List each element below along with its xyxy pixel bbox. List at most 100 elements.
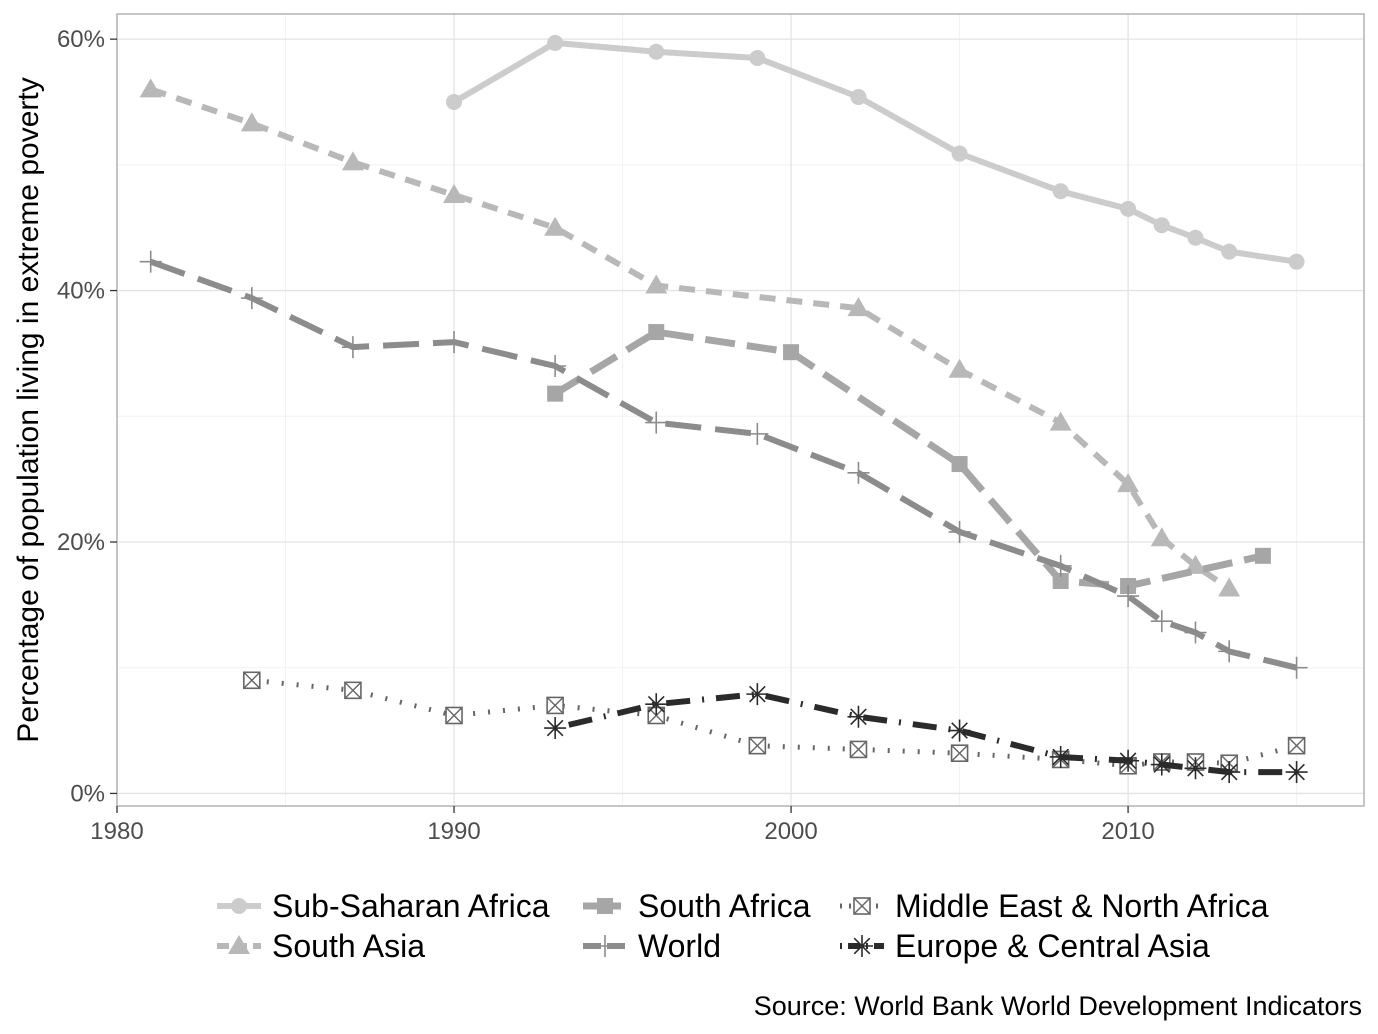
axes: 1980 1990 2000 2010 0% 20% 40% 60%: [57, 26, 1155, 845]
x-tick-label: 2010: [1101, 818, 1154, 845]
legend-key-marker: [231, 898, 247, 914]
data-point: [1221, 243, 1238, 260]
data-point: [951, 456, 968, 473]
data-point: [1187, 229, 1204, 246]
data-point: [240, 112, 263, 132]
legend-item: Sub-Saharan Africa: [217, 888, 550, 924]
data-point: [547, 34, 564, 51]
data-point: [1117, 585, 1140, 608]
data-point: [1285, 761, 1308, 784]
data-point: [645, 693, 668, 716]
data-point: [748, 736, 767, 755]
data-point: [847, 461, 870, 484]
data-point: [139, 250, 162, 273]
data-point: [341, 336, 364, 359]
data-point: [1150, 610, 1173, 633]
data-point: [243, 671, 261, 690]
data-point: [645, 411, 668, 434]
data-point: [648, 324, 665, 341]
data-point: [1049, 745, 1072, 768]
y-tick-label: 0%: [70, 780, 105, 807]
data-point: [547, 385, 564, 402]
legend-key-marker: [594, 935, 616, 957]
y-tick-label: 20%: [57, 529, 105, 556]
legend-key-marker: [853, 897, 871, 915]
data-point: [847, 705, 870, 728]
legend-label: Middle East & North Africa: [895, 888, 1269, 924]
data-point: [1285, 656, 1308, 679]
data-point: [951, 145, 968, 162]
legend-item: World: [583, 928, 721, 964]
panel-background: [117, 14, 1364, 806]
legend-item: South Asia: [217, 928, 425, 964]
y-tick-label: 40%: [57, 278, 105, 305]
data-point: [1153, 217, 1170, 234]
data-point: [443, 331, 466, 354]
data-point: [544, 717, 567, 740]
data-point: [850, 88, 867, 105]
data-point: [1218, 577, 1241, 597]
data-point: [1150, 527, 1173, 547]
data-point: [783, 344, 800, 361]
x-tick-label: 2000: [764, 818, 817, 845]
data-point: [139, 78, 162, 98]
series-south-asia: [139, 78, 1241, 597]
series-layer: [139, 34, 1308, 784]
legend-key-marker: [228, 935, 250, 954]
data-point: [1117, 473, 1140, 493]
data-point: [1254, 547, 1271, 564]
data-point: [1218, 761, 1241, 784]
legend-label: South Africa: [638, 888, 811, 924]
data-point: [446, 94, 463, 110]
x-tick-label: 1980: [90, 818, 143, 845]
legend-item: Middle East & North Africa: [840, 888, 1269, 924]
data-point: [849, 740, 868, 759]
data-point: [746, 683, 769, 706]
data-point: [240, 287, 263, 310]
data-point: [749, 50, 766, 66]
legend-label: South Asia: [272, 928, 425, 964]
data-point: [1287, 736, 1306, 755]
data-point: [645, 274, 668, 294]
data-point: [746, 422, 769, 445]
data-point: [341, 151, 364, 171]
series-europe-central-asia: [544, 683, 1308, 784]
source-caption: Source: World Bank World Development Ind…: [754, 991, 1362, 1021]
legend-item: Europe & Central Asia: [840, 928, 1210, 964]
data-point: [1218, 640, 1241, 663]
legend-key-marker: [851, 935, 873, 957]
series-sub-saharan-africa: [446, 34, 1305, 270]
legend: Sub-Saharan Africa South Asia South Africa…: [217, 888, 1269, 964]
data-point: [1052, 572, 1069, 589]
series-world: [139, 250, 1308, 679]
data-point: [950, 744, 969, 763]
data-point: [1288, 253, 1305, 270]
data-point: [1052, 183, 1069, 200]
y-axis-title: Percentage of population living in extre…: [12, 77, 45, 742]
data-point: [948, 358, 971, 378]
data-point: [948, 520, 971, 543]
data-point: [1049, 411, 1072, 431]
data-point: [544, 355, 567, 377]
data-point: [1120, 200, 1137, 217]
data-point: [1049, 554, 1072, 577]
legend-label: World: [638, 928, 721, 964]
data-point: [948, 719, 971, 742]
legend-label: Sub-Saharan Africa: [272, 888, 550, 924]
data-point: [344, 681, 362, 700]
panel-border: [116, 13, 1365, 807]
data-point: [443, 184, 466, 204]
data-point: [1150, 753, 1173, 776]
data-point: [1184, 757, 1207, 780]
legend-key-marker: [597, 898, 613, 914]
data-point: [1117, 749, 1140, 772]
data-point: [445, 706, 463, 725]
data-point: [544, 216, 567, 236]
data-point: [1184, 621, 1207, 644]
legend-label: Europe & Central Asia: [895, 928, 1210, 964]
legend-item: South Africa: [583, 888, 811, 924]
data-point: [648, 43, 665, 60]
data-point: [546, 696, 564, 715]
data-point: [847, 297, 870, 317]
